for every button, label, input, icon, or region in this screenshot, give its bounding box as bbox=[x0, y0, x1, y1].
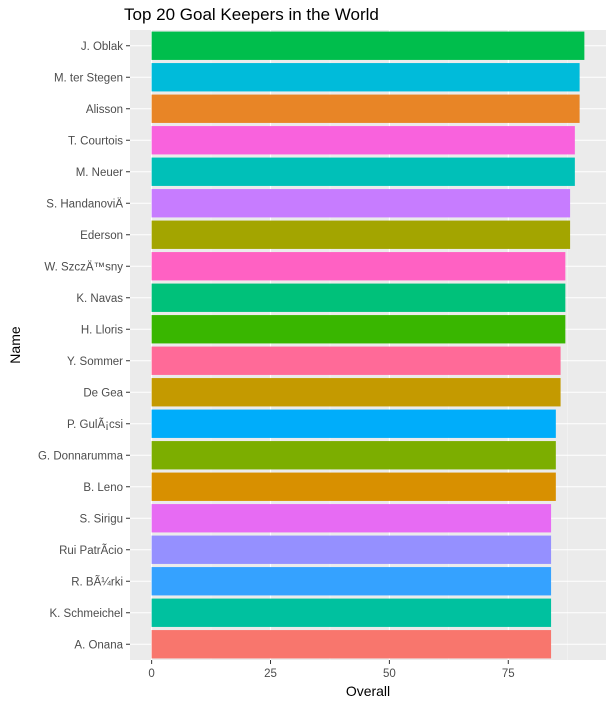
x-tick-labels: 0 25 50 75 bbox=[148, 660, 515, 680]
y-tick-label: W. SzczÄ™sny bbox=[44, 261, 123, 273]
bar bbox=[151, 315, 566, 344]
y-tick-label: Alisson bbox=[86, 104, 123, 116]
y-tick-label: R. BÃ¼rki bbox=[71, 575, 123, 588]
y-tick-label: S. HandanoviÄ bbox=[46, 198, 123, 210]
y-tick-label: Ederson bbox=[80, 230, 123, 242]
bar bbox=[151, 504, 552, 533]
bar bbox=[151, 441, 556, 470]
x-tick-label: 50 bbox=[383, 668, 396, 680]
bar bbox=[151, 189, 571, 218]
y-tick-label: K. Navas bbox=[76, 293, 123, 305]
x-axis-title: Overall bbox=[346, 683, 390, 699]
y-tick-label: P. GulÃ¡csi bbox=[67, 418, 123, 431]
plot-panel bbox=[130, 30, 606, 660]
x-tick-label: 75 bbox=[502, 668, 515, 680]
y-tick-label: B. Leno bbox=[83, 482, 123, 494]
y-tick-labels: J. Oblak M. ter Stegen Alisson T. Courtois M… bbox=[38, 41, 130, 651]
y-tick-label: A. Onana bbox=[74, 639, 123, 651]
bar bbox=[151, 283, 566, 312]
x-tick-label: 25 bbox=[264, 668, 277, 680]
y-tick-label: G. Donnarumma bbox=[38, 450, 124, 462]
bar bbox=[151, 567, 552, 596]
y-tick-label: Y. Sommer bbox=[67, 356, 123, 368]
bar bbox=[151, 598, 552, 627]
bar bbox=[151, 630, 552, 659]
y-tick-label: M. Neuer bbox=[76, 167, 123, 179]
bar bbox=[151, 252, 566, 281]
bar bbox=[151, 346, 561, 375]
y-tick-label: M. ter Stegen bbox=[54, 72, 123, 84]
y-tick-label: Rui PatrÃ­cio bbox=[59, 544, 123, 557]
y-tick-label: S. Sirigu bbox=[80, 513, 123, 525]
y-tick-label: J. Oblak bbox=[81, 41, 123, 53]
bar bbox=[151, 63, 580, 92]
bar bbox=[151, 94, 580, 123]
bar bbox=[151, 157, 575, 186]
bar bbox=[151, 472, 556, 501]
bar bbox=[151, 535, 552, 564]
y-tick-label: H. Lloris bbox=[81, 324, 123, 336]
y-tick-label: De Gea bbox=[83, 387, 123, 399]
bar bbox=[151, 31, 585, 60]
bar bbox=[151, 220, 571, 249]
y-tick-label: T. Courtois bbox=[68, 135, 123, 147]
bar bbox=[151, 378, 561, 407]
bar bbox=[151, 126, 575, 155]
y-tick-label: K. Schmeichel bbox=[49, 608, 123, 620]
bar bbox=[151, 409, 556, 438]
x-tick-label: 0 bbox=[148, 668, 154, 680]
bars bbox=[151, 31, 585, 659]
y-axis-title: Name bbox=[7, 326, 23, 364]
chart-title: Top 20 Goal Keepers in the World bbox=[124, 5, 379, 24]
